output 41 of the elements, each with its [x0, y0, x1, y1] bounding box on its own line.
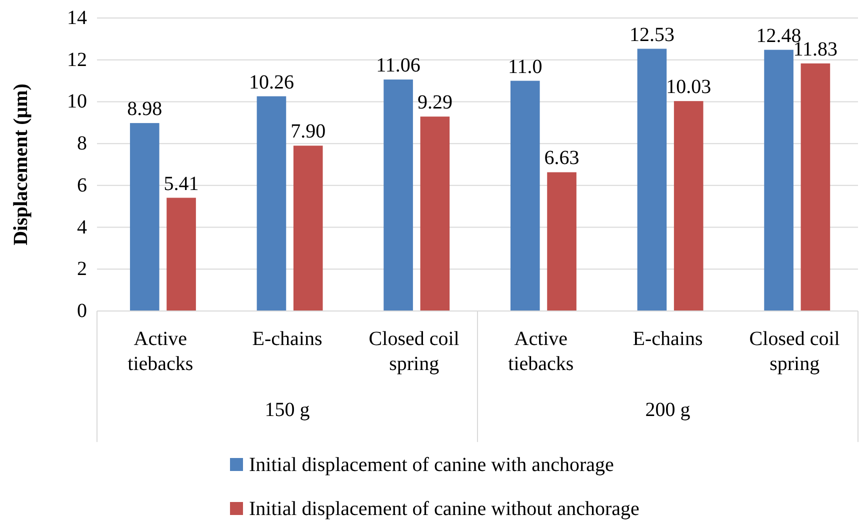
x-tick-label: Active tiebacks [128, 328, 194, 375]
data-label: 11.06 [376, 54, 420, 77]
data-label: 12.53 [629, 24, 674, 46]
data-label: 6.63 [544, 147, 580, 170]
y-axis-title: Displacement (μm) [10, 84, 32, 246]
x-tick-label: Closed coil spring [749, 328, 840, 375]
x-tick-label: E-chains [632, 328, 703, 350]
data-label: 9.29 [417, 92, 452, 114]
y-tick-label: 8 [77, 132, 87, 155]
bar [764, 50, 794, 311]
legend-label: Initial displacement of canine without anchorage [249, 498, 640, 520]
y-tick-label: 6 [77, 174, 87, 196]
x-tick-label: E-chains [252, 328, 322, 350]
bar [293, 146, 323, 311]
data-label: 10.26 [248, 71, 294, 94]
bar [510, 80, 540, 311]
y-tick-label: 2 [77, 258, 87, 280]
bar [800, 63, 830, 311]
bar [547, 172, 576, 311]
y-tick-label: 14 [67, 7, 87, 29]
x-tick-label: Closed coil spring [368, 328, 460, 375]
bar [130, 123, 160, 311]
data-label: 8.98 [127, 98, 162, 120]
bar [674, 101, 704, 311]
data-label: 11.0 [508, 56, 542, 78]
legend-label: Initial displacement of canine with anchorage [249, 454, 614, 476]
bar [256, 96, 286, 311]
bar [166, 198, 196, 311]
y-tick-label: 4 [77, 216, 87, 238]
data-label: 10.03 [666, 76, 712, 98]
bar [384, 80, 413, 311]
y-tick-label: 10 [67, 90, 87, 113]
text: 150 g [264, 399, 310, 421]
bar [420, 116, 450, 311]
x-tick-label: Active tiebacks [508, 328, 574, 375]
text: 200 g [645, 399, 690, 421]
y-tick-label: 0 [77, 300, 87, 322]
bar [637, 48, 667, 311]
y-tick-label: 12 [67, 48, 87, 71]
data-label: 7.90 [290, 120, 326, 143]
data-label: 5.41 [164, 172, 199, 195]
